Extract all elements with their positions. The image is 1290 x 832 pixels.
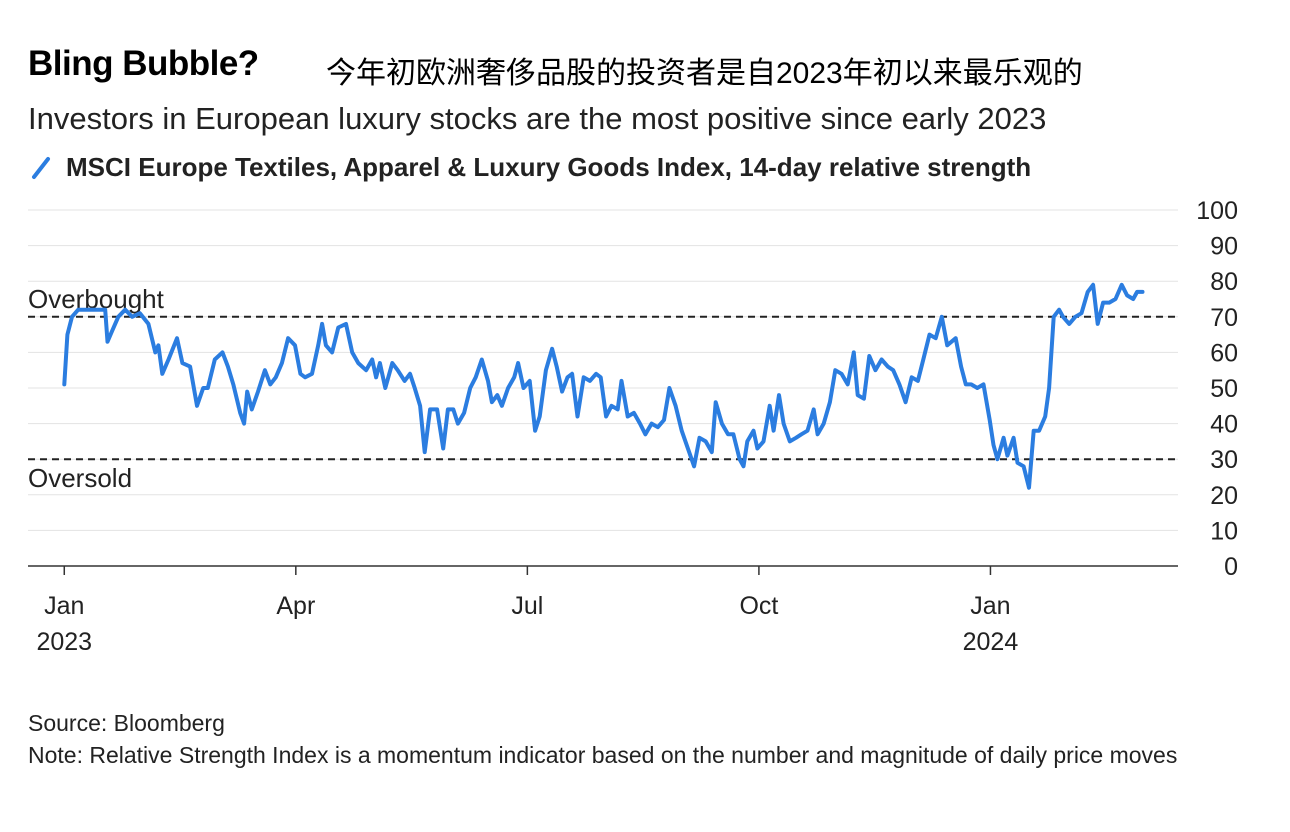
legend-label: MSCI Europe Textiles, Apparel & Luxury G… [66, 152, 1032, 182]
x-tick-label: Apr [276, 592, 315, 620]
chart-title-zh: 今年初欧洲奢侈品股的投资者是自2023年初以来最乐观的 [326, 57, 1083, 90]
x-tick-label: Jan [970, 592, 1010, 620]
y-tick-label: 40 [1210, 411, 1238, 439]
source: Source: Bloomberg [28, 710, 225, 736]
legend-swatch [32, 156, 50, 179]
y-tick-label: 80 [1210, 268, 1238, 296]
x-tick-year: 2024 [963, 628, 1019, 656]
x-tick-year: 2023 [36, 628, 92, 656]
note: Note: Relative Strength Index is a momen… [28, 742, 1178, 768]
y-tick-label: 90 [1210, 233, 1238, 261]
y-tick-label: 10 [1210, 517, 1238, 545]
y-tick-label: 70 [1210, 304, 1238, 332]
reference-label: Oversold [28, 463, 132, 493]
y-tick-label: 60 [1210, 339, 1238, 367]
y-tick-label: 20 [1210, 482, 1238, 510]
x-tick-label: Jul [511, 592, 543, 620]
y-tick-label: 100 [1196, 197, 1238, 225]
legend: MSCI Europe Textiles, Apparel & Luxury G… [30, 152, 1031, 183]
x-tick-label: Jan [44, 592, 84, 620]
data-line [62, 282, 1145, 490]
y-tick-label: 0 [1224, 553, 1238, 581]
x-tick-label: Oct [739, 592, 778, 620]
y-tick-label: 30 [1210, 446, 1238, 474]
y-tick-label: 50 [1210, 375, 1238, 403]
chart-subtitle: Investors in European luxury stocks are … [28, 101, 1047, 136]
chart-title: Bling Bubble? [28, 44, 259, 83]
chart: 0 10 20 30 40 50 60 70 80 90 100 Jan 2023 Apr Jul Oct Ja… [28, 197, 1238, 656]
